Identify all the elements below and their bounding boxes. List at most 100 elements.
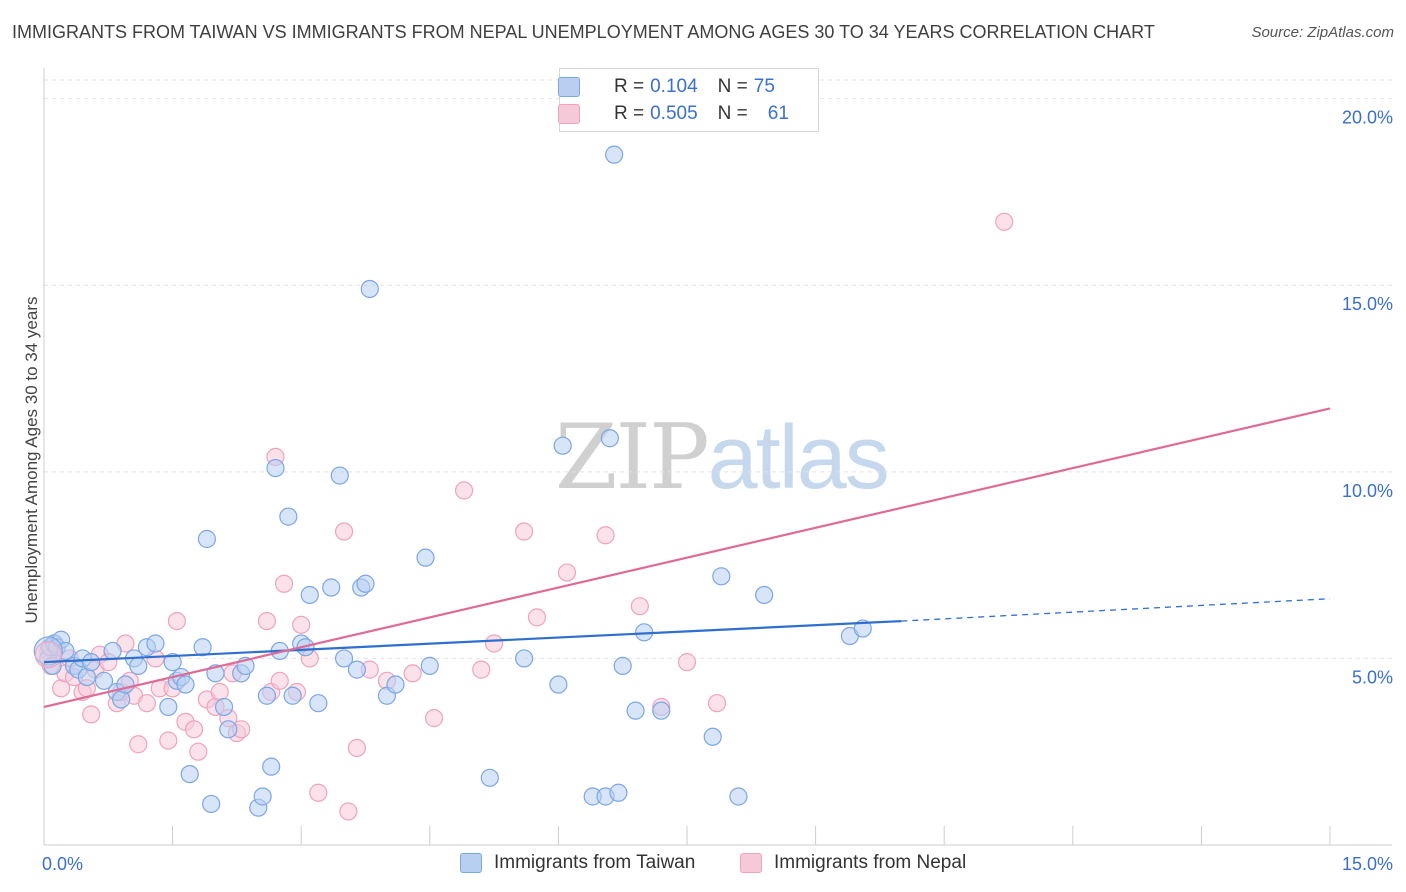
y-axis-label: Unemployment Among Ages 30 to 34 years (22, 296, 41, 624)
taiwan-point (755, 585, 774, 605)
taiwan-point (176, 675, 195, 694)
taiwan-point (163, 653, 182, 672)
taiwan-point (262, 757, 281, 776)
taiwan-point (652, 701, 671, 720)
nepal-point (995, 212, 1014, 231)
taiwan-trend-extension (901, 598, 1331, 622)
taiwan-point (386, 675, 405, 694)
taiwan-point (197, 529, 216, 549)
points-layer (33, 145, 1014, 821)
taiwan-point (356, 574, 375, 593)
taiwan-point (146, 634, 165, 653)
taiwan-point (214, 697, 234, 717)
nepal-point (472, 660, 491, 679)
y-tick-label: 15.0% (1342, 294, 1393, 314)
nepal-legend-label: Immigrants from Nepal (774, 852, 967, 873)
nepal-trend-line (43, 407, 1331, 708)
nepal-r-value: 0.505 (650, 103, 698, 124)
nepal-point (137, 694, 156, 713)
taiwan-swatch (558, 77, 580, 97)
taiwan-point (159, 697, 178, 717)
taiwan-point (309, 694, 328, 713)
taiwan-point (129, 656, 148, 675)
taiwan-point (626, 701, 645, 720)
taiwan-point (283, 686, 302, 705)
nepal-point (129, 735, 148, 754)
taiwan-point (103, 641, 122, 661)
taiwan-point (180, 764, 199, 784)
legend-item-taiwan: Immigrants from Taiwan (460, 852, 695, 874)
taiwan-point (112, 690, 131, 709)
taiwan-trend-line (43, 619, 902, 664)
nepal-legend-swatch (740, 853, 762, 873)
taiwan-r-label: R = (614, 76, 645, 97)
nepal-point (210, 682, 229, 702)
trend-layer (43, 407, 1331, 708)
taiwan-point (360, 279, 379, 299)
nepal-point (677, 653, 697, 672)
taiwan-r-value: 0.104 (650, 76, 698, 97)
series-legend: Immigrants from Taiwan Immigrants from N… (0, 852, 1406, 878)
nepal-point (454, 481, 474, 500)
y-tick-label: 20.0% (1342, 108, 1393, 128)
nepal-n-value: 61 (767, 103, 789, 124)
nepal-point (292, 615, 311, 634)
taiwan-point (853, 619, 872, 638)
taiwan-point (219, 720, 238, 739)
taiwan-point (257, 686, 277, 705)
nepal-point (270, 671, 289, 690)
taiwan-point (322, 578, 341, 597)
correlation-legend: R = 0.104 N = 75 R = 0.505 N = 61 (558, 68, 819, 132)
taiwan-point (613, 656, 632, 675)
nepal-point (557, 563, 577, 582)
taiwan-point (253, 787, 272, 806)
x-tick-label: 0.0% (42, 854, 83, 874)
nepal-point (159, 731, 178, 750)
nepal-point (527, 608, 547, 627)
taiwan-point (549, 675, 568, 694)
taiwan-point (480, 768, 499, 787)
taiwan-point (279, 507, 298, 526)
nepal-point (189, 742, 208, 761)
y-tick-label: 5.0% (1352, 667, 1393, 687)
nepal-point (707, 694, 727, 713)
taiwan-point (202, 794, 221, 814)
taiwan-n-label: N = (717, 76, 748, 97)
taiwan-point (729, 787, 748, 806)
nepal-point (403, 664, 422, 683)
nepal-point (630, 597, 649, 616)
taiwan-legend-swatch (460, 853, 482, 873)
taiwan-point (703, 727, 722, 746)
taiwan-point (600, 429, 619, 448)
chart-title: IMMIGRANTS FROM TAIWAN VS IMMIGRANTS FRO… (12, 22, 1155, 42)
nepal-point (485, 634, 504, 653)
taiwan-point (77, 667, 96, 687)
y-tick-label: 10.0% (1342, 481, 1393, 501)
source-credit: Source: ZipAtlas.com (1251, 24, 1394, 41)
taiwan-n-value: 75 (753, 76, 775, 97)
taiwan-point (347, 660, 367, 679)
taiwan-point (712, 567, 731, 586)
nepal-swatch (558, 104, 580, 124)
taiwan-point (416, 548, 435, 567)
nepal-point (34, 641, 62, 669)
watermark: ZIPatlas (555, 405, 890, 510)
taiwan-point (609, 783, 628, 802)
taiwan-point (420, 656, 439, 675)
nepal-point (347, 738, 367, 758)
taiwan-legend-label: Immigrants from Taiwan (494, 852, 696, 873)
nepal-point (309, 783, 328, 802)
x-tick-label: 15.0% (1342, 854, 1393, 874)
nepal-point (596, 526, 615, 545)
taiwan-point (330, 466, 349, 485)
taiwan-point (553, 436, 572, 455)
watermark-atlas: atlas (707, 408, 890, 508)
taiwan-point (266, 458, 285, 478)
nepal-n-label: N = (717, 103, 748, 124)
taiwan-point (193, 638, 212, 657)
nepal-point (184, 720, 204, 739)
watermark-zip: ZIP (555, 405, 710, 510)
taiwan-point (334, 649, 354, 668)
taiwan-point (515, 649, 534, 668)
nepal-point (334, 522, 354, 541)
